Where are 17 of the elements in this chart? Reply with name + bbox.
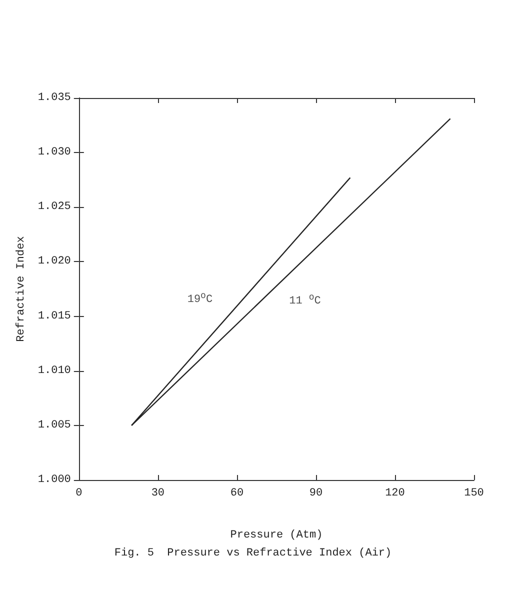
x-tick-label: 90: [309, 488, 323, 500]
y-tick-label: 1.010: [38, 364, 71, 377]
x-tick-label: 150: [464, 488, 484, 500]
y-tick-label: 1.035: [38, 92, 71, 104]
y-tick-label: 1.020: [38, 256, 71, 268]
y-tick-label: 1.000: [38, 474, 71, 486]
x-tick-label: 0: [76, 488, 82, 500]
x-tick-label: 30: [151, 488, 165, 500]
x-tick-label: 120: [385, 488, 405, 500]
x-tick-label: 60: [230, 488, 244, 500]
text: Fig. 5 Pressure vs Refractive Index (Air): [114, 548, 392, 560]
y-tick-label: 1.030: [38, 146, 71, 159]
y-tick-label: 1.025: [38, 201, 71, 214]
y-tick-label: 1.005: [38, 419, 71, 432]
x-axis-title: Pressure (Atm): [230, 530, 323, 542]
y-axis-title: Refractive Index: [16, 236, 28, 342]
y-tick-label: 1.015: [38, 310, 71, 322]
